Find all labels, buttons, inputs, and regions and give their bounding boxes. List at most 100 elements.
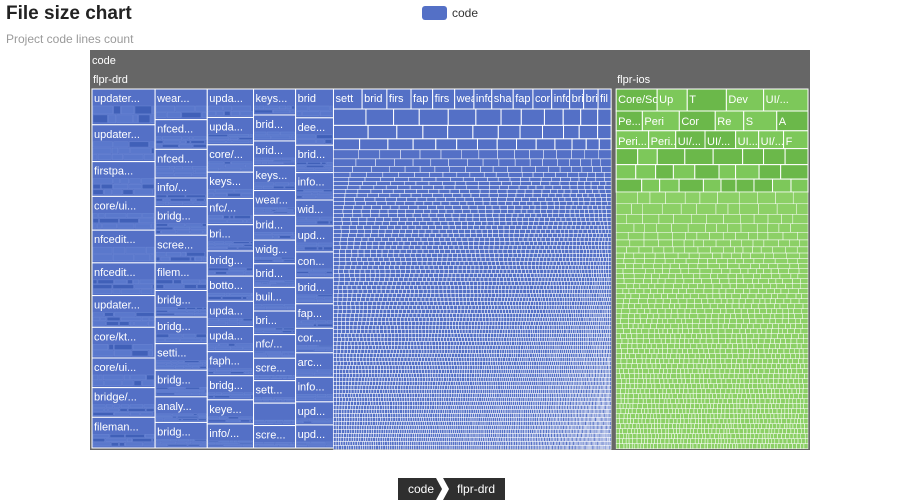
treemap-tile[interactable]: [405, 389, 409, 394]
treemap-tile[interactable]: [543, 149, 557, 160]
treemap-tile[interactable]: [360, 297, 366, 302]
treemap-tile[interactable]: [386, 369, 390, 374]
treemap-tile[interactable]: [507, 166, 523, 173]
treemap-tile[interactable]: [563, 325, 566, 330]
treemap-tile[interactable]: [361, 373, 366, 378]
treemap-tile[interactable]: [389, 269, 396, 274]
treemap-tile[interactable]: [477, 321, 481, 326]
treemap-subtile[interactable]: [120, 178, 129, 184]
treemap-tile[interactable]: [466, 333, 471, 338]
treemap-tile[interactable]: [344, 201, 356, 206]
treemap-tile[interactable]: [605, 181, 612, 186]
treemap-tile[interactable]: [393, 357, 398, 362]
treemap-tile[interactable]: [461, 345, 465, 350]
treemap-tile[interactable]: [498, 333, 503, 338]
treemap-tile[interactable]: [452, 229, 459, 234]
treemap-tile[interactable]: [387, 357, 392, 362]
treemap-subtile[interactable]: [92, 412, 114, 416]
treemap-tile[interactable]: [486, 385, 490, 390]
treemap-tile[interactable]: [595, 172, 605, 178]
treemap-tile[interactable]: [574, 357, 578, 362]
treemap-tile[interactable]: [474, 373, 478, 378]
treemap-tile[interactable]: [564, 273, 569, 278]
treemap-tile[interactable]: [430, 357, 434, 362]
treemap-subtile[interactable]: [292, 159, 295, 162]
treemap-tile[interactable]: [418, 229, 426, 234]
treemap-tile[interactable]: [510, 277, 514, 282]
treemap-tile[interactable]: [333, 261, 341, 266]
treemap-tile[interactable]: [460, 381, 464, 386]
treemap-tile[interactable]: [496, 349, 500, 354]
treemap-tile[interactable]: [434, 353, 438, 358]
treemap-subtile[interactable]: [215, 271, 227, 275]
treemap-tile[interactable]: [600, 321, 603, 326]
treemap-tile[interactable]: [519, 365, 522, 370]
treemap-tile[interactable]: [435, 177, 451, 182]
treemap-tile[interactable]: [525, 253, 530, 258]
treemap-tile[interactable]: [498, 285, 502, 290]
treemap-tile[interactable]: [527, 337, 531, 342]
treemap-tile[interactable]: [537, 197, 546, 202]
treemap-tile[interactable]: [374, 277, 380, 282]
treemap-tile[interactable]: [394, 365, 399, 370]
treemap-tile[interactable]: [387, 389, 391, 394]
treemap-tile[interactable]: [580, 317, 584, 322]
treemap-tile[interactable]: [506, 361, 510, 366]
treemap-subtile[interactable]: [208, 318, 219, 322]
treemap-tile[interactable]: [546, 285, 551, 290]
treemap-tile[interactable]: [469, 293, 475, 298]
treemap-tile[interactable]: [539, 373, 543, 378]
treemap-tile[interactable]: [359, 353, 364, 358]
treemap-tile[interactable]: [388, 305, 393, 310]
treemap-tile[interactable]: [559, 373, 562, 378]
treemap-tile[interactable]: [592, 309, 596, 314]
treemap-subtile[interactable]: [141, 183, 155, 190]
treemap-subtile[interactable]: [304, 246, 318, 251]
treemap-tile[interactable]: [476, 138, 498, 151]
treemap-tile[interactable]: [366, 353, 370, 358]
treemap-tile[interactable]: [459, 317, 463, 322]
treemap-tile[interactable]: [523, 357, 527, 362]
treemap-tile[interactable]: [536, 385, 540, 390]
treemap-subtile[interactable]: [198, 416, 207, 419]
treemap-subtile[interactable]: [266, 131, 280, 136]
treemap-tile[interactable]: [391, 333, 396, 338]
treemap-tile[interactable]: [413, 341, 417, 346]
treemap-tile[interactable]: [407, 325, 412, 330]
treemap-tile[interactable]: [521, 197, 530, 202]
treemap-tile[interactable]: [581, 321, 585, 326]
treemap-subtile[interactable]: [192, 392, 201, 396]
treemap-subtile[interactable]: [208, 137, 230, 140]
treemap-tile[interactable]: [582, 377, 586, 382]
treemap-tile[interactable]: [417, 277, 423, 282]
treemap-tile[interactable]: [541, 301, 545, 306]
treemap-tile[interactable]: [589, 297, 593, 302]
treemap-tile[interactable]: [499, 281, 505, 286]
treemap-tile[interactable]: [352, 166, 372, 173]
treemap-tile[interactable]: [516, 273, 521, 278]
treemap-tile[interactable]: [609, 309, 612, 314]
treemap-tile[interactable]: [582, 289, 586, 294]
treemap-tile[interactable]: [599, 221, 605, 226]
treemap-tile[interactable]: [520, 209, 528, 214]
treemap-tile[interactable]: [333, 289, 339, 294]
treemap-subtile[interactable]: [214, 346, 231, 350]
treemap-tile[interactable]: [459, 213, 467, 218]
treemap-tile[interactable]: [477, 293, 482, 298]
treemap-tile[interactable]: [374, 365, 378, 370]
treemap-tile[interactable]: [561, 377, 565, 382]
treemap-tile[interactable]: [475, 305, 479, 310]
treemap-tile[interactable]: [473, 289, 478, 294]
treemap-tile[interactable]: [472, 317, 477, 322]
treemap-tile[interactable]: [436, 309, 441, 314]
treemap-tile[interactable]: [550, 249, 555, 254]
treemap-tile[interactable]: [481, 381, 485, 386]
treemap-tile[interactable]: [364, 345, 369, 350]
treemap-tile[interactable]: [379, 277, 385, 282]
treemap-tile[interactable]: [580, 297, 584, 302]
treemap-tile[interactable]: [482, 365, 485, 370]
treemap-tile[interactable]: [367, 309, 372, 314]
treemap-tile[interactable]: [352, 325, 358, 330]
treemap-tile[interactable]: [355, 337, 360, 342]
treemap-tile[interactable]: [440, 337, 444, 342]
